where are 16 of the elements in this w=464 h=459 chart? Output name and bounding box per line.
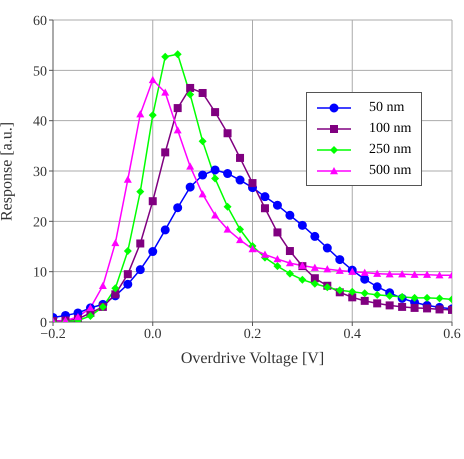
x-axis-title: Overdrive Voltage [V] [180, 350, 324, 367]
legend-label: 100 nm [369, 120, 412, 136]
y-tick-label: 60 [33, 14, 47, 29]
legend-label: 250 nm [369, 142, 412, 158]
y-tick-label: 40 [33, 114, 47, 130]
x-tick-label: 0.6 [443, 326, 461, 342]
y-tick-label: 30 [33, 164, 47, 180]
y-axis-title: Response [a.u.] [0, 122, 16, 221]
x-tick-label: 0.0 [144, 326, 162, 342]
legend-label: 500 nm [369, 162, 412, 178]
y-tick-label: 10 [33, 266, 47, 281]
x-tick-label: 0.4 [344, 326, 361, 342]
y-tick-label: 20 [33, 215, 47, 230]
y-tick-label: 50 [33, 64, 47, 80]
legend-label: 50 nm [369, 100, 404, 116]
x-tick-label: 0.2 [244, 326, 262, 342]
